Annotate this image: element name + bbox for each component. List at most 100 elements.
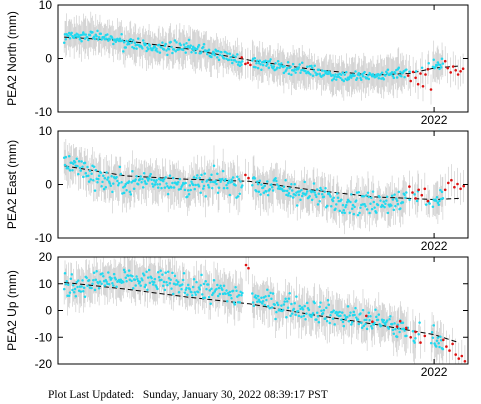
data-point [97, 38, 100, 41]
data-point [74, 295, 78, 298]
data-point [288, 292, 291, 295]
data-point [300, 194, 304, 198]
data-point [386, 68, 390, 72]
data-point [166, 185, 169, 188]
data-point [67, 283, 70, 286]
data-point [227, 179, 231, 183]
data-point [177, 48, 181, 51]
data-point [404, 196, 407, 200]
data-point [327, 303, 331, 306]
data-point [236, 175, 239, 179]
data-point [125, 279, 128, 283]
data-point [359, 206, 362, 210]
data-point [251, 184, 254, 187]
data-point [70, 273, 73, 276]
data-point [280, 304, 283, 307]
data-point [314, 71, 317, 74]
data-point [399, 207, 402, 210]
data-point [122, 50, 125, 53]
data-point [291, 196, 295, 199]
data-point [100, 184, 103, 188]
data-point [315, 72, 319, 76]
data-point [353, 205, 356, 209]
data-point [305, 190, 309, 193]
data-point [124, 182, 128, 186]
data-point [84, 171, 88, 175]
data-point [289, 314, 292, 318]
data-point [156, 287, 159, 291]
data-point [187, 192, 191, 196]
data-point [211, 186, 214, 190]
recent-point [247, 176, 250, 180]
recent-point [249, 63, 252, 67]
data-point [361, 74, 365, 78]
data-point [196, 174, 199, 177]
data-point [118, 37, 122, 41]
data-point [62, 41, 66, 44]
data-point [188, 184, 192, 187]
data-point [290, 302, 293, 306]
data-point [167, 276, 171, 280]
data-point [392, 208, 396, 212]
data-point [156, 50, 159, 53]
data-point [166, 53, 169, 57]
data-point [298, 63, 301, 66]
data-point [176, 280, 180, 284]
data-point [405, 191, 408, 194]
data-point [105, 171, 108, 174]
recent-point [240, 56, 243, 59]
data-point [271, 189, 275, 192]
data-point [285, 66, 289, 70]
data-point [330, 310, 334, 314]
data-point [188, 46, 192, 49]
data-point [212, 51, 216, 54]
data-point [197, 184, 201, 188]
data-point [88, 33, 92, 37]
data-point [106, 178, 109, 181]
data-point [313, 301, 316, 305]
x-tick-label: 2022 [421, 365, 448, 379]
data-point [259, 193, 262, 196]
data-point [320, 192, 324, 196]
data-point [191, 183, 195, 187]
recent-point [409, 336, 413, 339]
data-point [145, 49, 148, 53]
data-point [222, 57, 226, 60]
data-point [177, 291, 181, 294]
data-point [303, 180, 306, 184]
data-point [369, 202, 372, 206]
data-point [90, 286, 93, 290]
data-point [395, 197, 398, 201]
data-point [210, 287, 213, 291]
data-point [236, 63, 240, 66]
data-point [68, 169, 72, 172]
data-point [208, 177, 212, 180]
data-point [118, 165, 122, 169]
data-point [310, 315, 313, 319]
data-point [88, 169, 92, 173]
data-point [112, 284, 115, 287]
data-point [329, 314, 332, 317]
data-point [161, 41, 164, 44]
data-point [204, 280, 207, 283]
data-point [304, 69, 307, 73]
data-point [278, 66, 281, 69]
data-point [418, 321, 421, 324]
data-point [350, 76, 353, 79]
data-point [324, 317, 327, 320]
recent-points [244, 263, 467, 363]
recent-point [451, 342, 454, 346]
recent-point [453, 185, 456, 189]
data-point [292, 307, 296, 311]
data-point [199, 191, 202, 195]
data-point [289, 195, 292, 198]
data-point [75, 280, 78, 284]
data-point [210, 173, 213, 177]
data-point [438, 199, 441, 203]
data-point [261, 302, 264, 305]
data-point [270, 306, 274, 309]
recent-point [420, 193, 424, 197]
data-point [336, 196, 340, 200]
data-point [169, 40, 172, 44]
recent-point [445, 345, 448, 348]
